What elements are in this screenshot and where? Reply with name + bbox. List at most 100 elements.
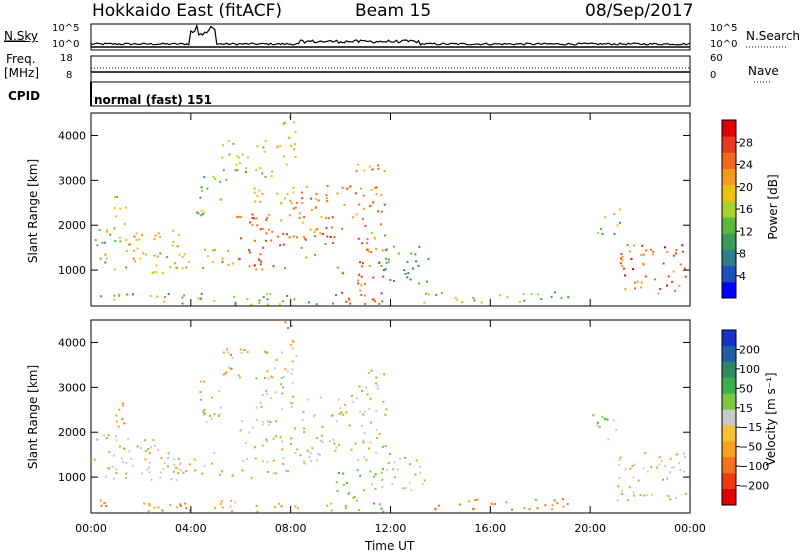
- data-cell: [358, 385, 361, 388]
- data-cell: [382, 510, 385, 513]
- data-cell: [119, 207, 122, 210]
- data-cell: [213, 452, 216, 454]
- data-cell: [248, 265, 251, 268]
- nave-tick-bottom: 0: [710, 70, 717, 81]
- velocity-cbar-segment: [722, 425, 736, 442]
- data-cell: [656, 466, 658, 469]
- data-cell: [282, 386, 285, 389]
- nsky-label: N.Sky: [4, 29, 39, 43]
- data-cell: [307, 301, 310, 304]
- data-cell: [284, 197, 286, 200]
- data-cell: [167, 452, 170, 455]
- data-cell: [409, 278, 412, 281]
- data-cell: [368, 407, 371, 410]
- power-cbar-segment: [722, 152, 736, 170]
- data-cell: [115, 439, 118, 442]
- data-cell: [94, 239, 97, 242]
- data-cell: [241, 469, 244, 472]
- data-cell: [406, 276, 409, 279]
- data-cell: [606, 418, 609, 421]
- data-cell: [309, 228, 312, 231]
- data-cell: [157, 232, 160, 235]
- data-cell: [314, 206, 317, 209]
- data-cell: [326, 235, 329, 238]
- data-cell: [349, 302, 352, 305]
- data-cell: [361, 425, 364, 427]
- data-cell: [650, 465, 653, 468]
- data-cell: [675, 453, 678, 456]
- data-cell: [376, 387, 379, 390]
- freq-label-2: [MHz]: [4, 66, 40, 80]
- data-cell: [237, 374, 240, 377]
- data-cell: [308, 456, 311, 459]
- data-cell: [380, 223, 382, 226]
- data-cell: [144, 450, 147, 452]
- data-cell: [291, 339, 294, 342]
- data-cell: [662, 262, 665, 265]
- data-cell: [227, 249, 230, 252]
- data-cell: [637, 479, 640, 482]
- data-cell: [330, 226, 333, 229]
- data-cell: [258, 302, 261, 304]
- data-cell: [640, 253, 643, 256]
- data-cell: [319, 232, 322, 235]
- data-cell: [374, 300, 376, 303]
- data-cell: [206, 187, 209, 190]
- data-cell: [114, 240, 117, 242]
- data-cell: [225, 178, 228, 181]
- data-cell: [255, 217, 258, 220]
- data-cell: [177, 245, 180, 248]
- data-cell: [671, 280, 674, 283]
- data-cell: [159, 471, 162, 474]
- data-cell: [285, 469, 288, 472]
- data-cell: [153, 254, 156, 257]
- data-cell: [303, 427, 306, 430]
- data-cell: [371, 168, 374, 171]
- data-cell: [624, 468, 627, 471]
- data-cell: [380, 264, 383, 267]
- data-cell: [382, 445, 384, 448]
- ytick-label: 3000: [58, 381, 86, 394]
- data-cell: [239, 430, 242, 433]
- data-cell: [203, 380, 205, 383]
- data-cell: [310, 197, 313, 200]
- data-cell: [96, 244, 99, 247]
- data-cell: [419, 465, 422, 468]
- data-cell: [618, 458, 621, 461]
- data-cell: [669, 471, 671, 474]
- data-cell: [287, 470, 290, 473]
- data-cell: [233, 295, 236, 298]
- velocity-cbar-segment: [722, 377, 736, 395]
- data-cell: [335, 420, 338, 423]
- data-cell: [281, 440, 284, 443]
- data-cell: [240, 428, 243, 431]
- data-cell: [302, 235, 305, 238]
- data-cell: [456, 298, 459, 301]
- data-cell: [236, 169, 239, 171]
- data-cell: [267, 303, 270, 306]
- data-cell: [163, 296, 166, 299]
- data-cell: [113, 227, 116, 230]
- velocity-cbar-label: 100: [739, 363, 760, 376]
- ytick-label: 4000: [58, 336, 86, 349]
- data-cell: [406, 260, 409, 263]
- data-cell: [259, 253, 262, 256]
- data-cell: [264, 175, 267, 178]
- data-cell: [256, 145, 259, 148]
- radar-title: Hokkaido East (fitACF): [92, 1, 283, 21]
- data-cell: [221, 470, 223, 473]
- data-cell: [234, 169, 237, 172]
- data-cell: [370, 188, 373, 191]
- data-cell: [684, 275, 687, 278]
- data-cell: [643, 494, 646, 497]
- data-cell: [266, 420, 269, 422]
- data-cell: [646, 493, 649, 496]
- data-cell: [244, 442, 247, 445]
- data-cell: [383, 234, 386, 237]
- data-cell: [292, 395, 295, 398]
- data-cell: [350, 448, 353, 451]
- data-cell: [238, 376, 241, 379]
- data-cell: [115, 468, 118, 471]
- data-cell: [202, 413, 205, 416]
- power-cbar-label: 16: [739, 203, 753, 216]
